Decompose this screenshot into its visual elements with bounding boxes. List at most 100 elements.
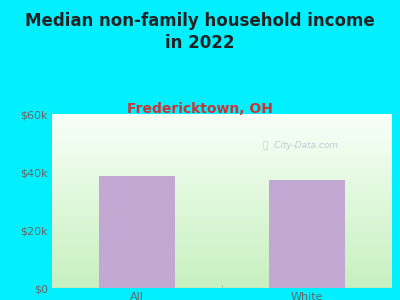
Bar: [52, 158, 392, 159]
Bar: [52, 145, 392, 146]
Bar: [52, 163, 392, 164]
Bar: [52, 122, 392, 123]
Bar: [52, 205, 392, 206]
Bar: [52, 192, 392, 193]
Bar: [52, 179, 392, 180]
Bar: [52, 196, 392, 197]
Bar: [52, 246, 392, 247]
Bar: [52, 191, 392, 192]
Bar: [52, 266, 392, 267]
Bar: [52, 248, 392, 249]
Bar: [52, 282, 392, 283]
Bar: [52, 155, 392, 156]
Bar: [52, 253, 392, 254]
Bar: [52, 286, 392, 287]
Bar: [52, 149, 392, 150]
Bar: [52, 141, 392, 142]
Bar: [52, 283, 392, 284]
Bar: [52, 114, 392, 115]
Bar: [52, 285, 392, 286]
Bar: [52, 170, 392, 171]
Bar: [52, 265, 392, 266]
Bar: [52, 197, 392, 198]
Bar: [52, 129, 392, 130]
Bar: [52, 277, 392, 278]
Bar: [52, 271, 392, 272]
Bar: [52, 234, 392, 235]
Bar: [52, 124, 392, 125]
Bar: [52, 223, 392, 224]
Bar: [52, 134, 392, 135]
Bar: [52, 231, 392, 232]
Bar: [52, 232, 392, 233]
Bar: [52, 142, 392, 143]
Bar: [52, 242, 392, 243]
Bar: [52, 194, 392, 195]
Bar: [52, 127, 392, 128]
Bar: [52, 275, 392, 276]
Bar: [52, 216, 392, 217]
Bar: [52, 262, 392, 263]
Bar: [52, 138, 392, 139]
Bar: [52, 239, 392, 240]
Bar: [52, 126, 392, 127]
Bar: [52, 183, 392, 184]
Bar: [52, 212, 392, 213]
Bar: [52, 186, 392, 187]
Bar: [52, 181, 392, 182]
Bar: [52, 208, 392, 209]
Bar: [52, 237, 392, 238]
Bar: [52, 177, 392, 178]
Bar: [52, 236, 392, 237]
Bar: [52, 278, 392, 279]
Bar: [52, 167, 392, 168]
Bar: [52, 252, 392, 253]
Bar: [52, 227, 392, 228]
Bar: [52, 272, 392, 273]
Bar: [52, 162, 392, 163]
Bar: [52, 251, 392, 252]
Bar: [52, 241, 392, 242]
Bar: [52, 115, 392, 116]
Bar: [52, 171, 392, 172]
Bar: [52, 263, 392, 264]
Bar: [52, 190, 392, 191]
Bar: [52, 209, 392, 210]
Bar: [52, 250, 392, 251]
Bar: [52, 116, 392, 117]
Bar: [52, 284, 392, 285]
Bar: [52, 147, 392, 148]
Bar: [52, 276, 392, 277]
Bar: [52, 222, 392, 223]
Bar: [52, 203, 392, 204]
Bar: [52, 184, 392, 185]
Bar: [52, 258, 392, 259]
Bar: [52, 185, 392, 186]
Bar: [52, 174, 392, 175]
Bar: [52, 273, 392, 274]
Bar: [52, 187, 392, 188]
Bar: [52, 264, 392, 265]
Bar: [52, 173, 392, 174]
Bar: [52, 199, 392, 200]
Bar: [52, 221, 392, 222]
Bar: [52, 153, 392, 154]
Bar: [52, 257, 392, 258]
Bar: [52, 119, 392, 120]
Bar: [52, 279, 392, 280]
Bar: [52, 235, 392, 236]
Bar: [52, 243, 392, 244]
Bar: [52, 268, 392, 269]
Bar: [52, 228, 392, 229]
Bar: [52, 245, 392, 246]
Bar: [52, 178, 392, 179]
Bar: [52, 154, 392, 155]
Bar: [52, 254, 392, 255]
Bar: [52, 136, 392, 137]
Bar: [52, 159, 392, 160]
Bar: [52, 198, 392, 199]
Bar: [52, 166, 392, 167]
Bar: [52, 164, 392, 165]
Bar: [52, 269, 392, 270]
Bar: [52, 168, 392, 169]
